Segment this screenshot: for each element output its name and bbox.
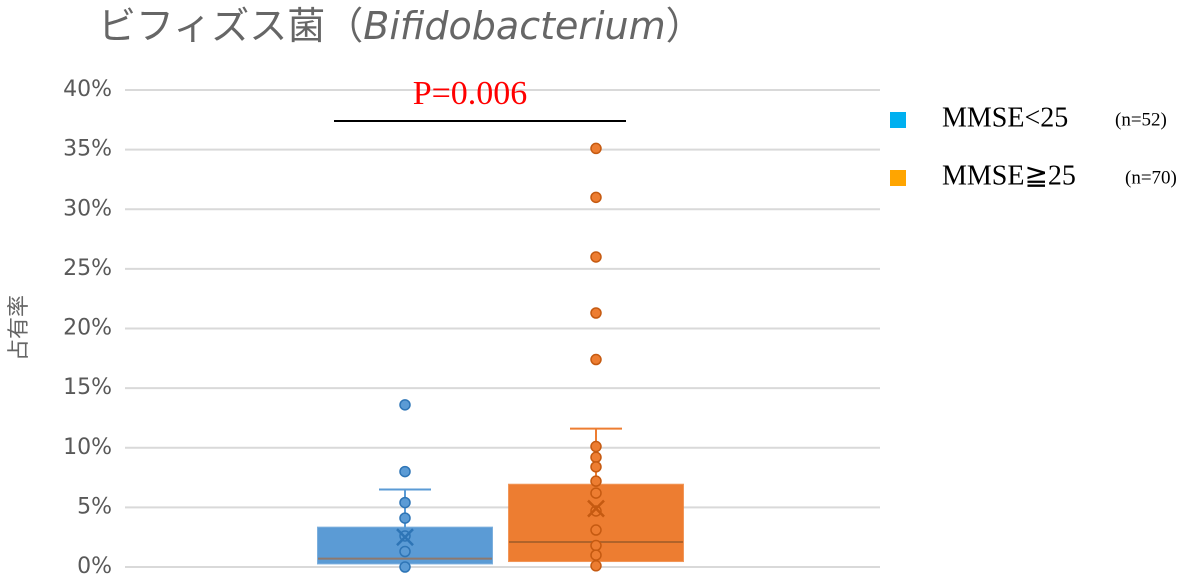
point bbox=[590, 451, 602, 464]
title-part: ビフィズス菌（ bbox=[98, 4, 363, 48]
point bbox=[590, 461, 602, 473]
legend-label: MMSE≧25 bbox=[942, 160, 1076, 191]
legend-label: MMSE<25 bbox=[942, 102, 1068, 133]
point bbox=[399, 496, 411, 509]
y-tick-label: 10% bbox=[63, 435, 112, 460]
y-tick-label: 30% bbox=[63, 196, 112, 221]
point bbox=[590, 251, 602, 263]
legend-note: (n=52) bbox=[1115, 109, 1167, 130]
y-tick-label: 35% bbox=[63, 137, 112, 162]
chart-title: ビフィズス菌（Bifidobacterium） bbox=[98, 4, 704, 48]
point bbox=[590, 307, 602, 319]
point bbox=[590, 524, 602, 536]
point bbox=[590, 560, 602, 572]
point bbox=[590, 487, 602, 499]
y-tick-label: 0% bbox=[77, 554, 112, 578]
point bbox=[590, 440, 602, 453]
point bbox=[590, 475, 602, 487]
point bbox=[590, 505, 602, 517]
point bbox=[590, 353, 602, 366]
legend-swatch bbox=[890, 170, 906, 186]
y-tick-label: 20% bbox=[63, 316, 112, 341]
point bbox=[590, 549, 602, 561]
point bbox=[399, 399, 411, 411]
y-tick-label: 40% bbox=[63, 77, 112, 102]
point bbox=[590, 142, 602, 155]
point bbox=[399, 561, 411, 573]
mean-marker bbox=[396, 528, 414, 547]
point bbox=[590, 191, 602, 204]
y-axis-label: 占有率 bbox=[7, 295, 32, 361]
legend-swatch bbox=[890, 112, 906, 128]
y-tick-label: 25% bbox=[63, 256, 112, 281]
mean-marker bbox=[587, 499, 605, 518]
point bbox=[399, 545, 411, 558]
legend-note: (n=70) bbox=[1125, 167, 1177, 188]
point bbox=[590, 539, 602, 552]
y-tick-label: 15% bbox=[63, 375, 112, 400]
annotation: P=0.006 bbox=[413, 75, 528, 112]
y-tick-label: 5% bbox=[77, 494, 112, 519]
title-part: Bifidobacterium bbox=[363, 4, 665, 48]
title-part: ） bbox=[666, 4, 704, 48]
point bbox=[399, 512, 411, 524]
point bbox=[399, 465, 411, 478]
